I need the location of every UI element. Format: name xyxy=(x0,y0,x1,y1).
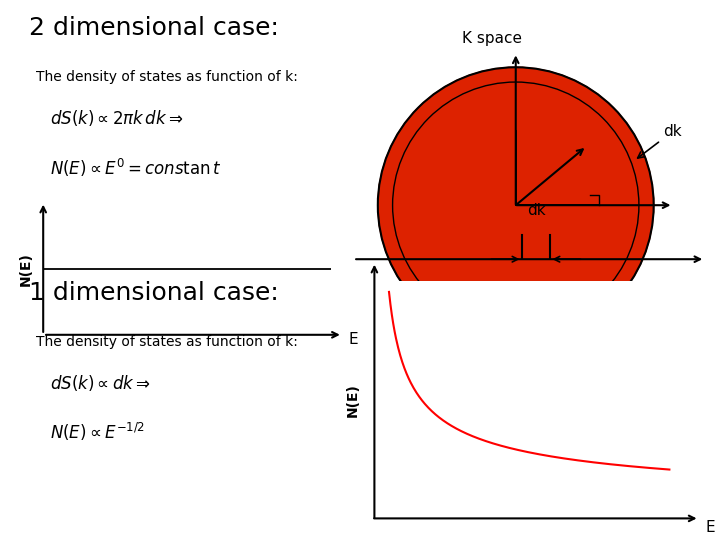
Text: E: E xyxy=(348,332,358,347)
Text: K space: K space xyxy=(462,31,521,45)
Text: $dS(k) \propto dk \Rightarrow$: $dS(k) \propto dk \Rightarrow$ xyxy=(50,373,151,393)
Text: $N(E) \propto E^0 = cons\tan t$: $N(E) \propto E^0 = cons\tan t$ xyxy=(50,157,222,179)
Text: dk: dk xyxy=(638,124,682,158)
Text: dk: dk xyxy=(526,203,545,218)
Text: $dS(k) \propto 2\pi k\,dk \Rightarrow$: $dS(k) \propto 2\pi k\,dk \Rightarrow$ xyxy=(50,108,184,128)
Text: 1 dimensional case:: 1 dimensional case: xyxy=(29,281,279,305)
Text: N(E): N(E) xyxy=(19,253,33,286)
Text: The density of states as function of k:: The density of states as function of k: xyxy=(36,335,298,349)
Text: $N(E) \propto E^{-1/2}$: $N(E) \propto E^{-1/2}$ xyxy=(50,421,145,443)
Text: N(E): N(E) xyxy=(346,383,360,416)
Text: 2 dimensional case:: 2 dimensional case: xyxy=(29,16,279,40)
Text: E: E xyxy=(706,521,715,535)
Ellipse shape xyxy=(378,68,654,343)
Text: The density of states as function of k:: The density of states as function of k: xyxy=(36,70,298,84)
